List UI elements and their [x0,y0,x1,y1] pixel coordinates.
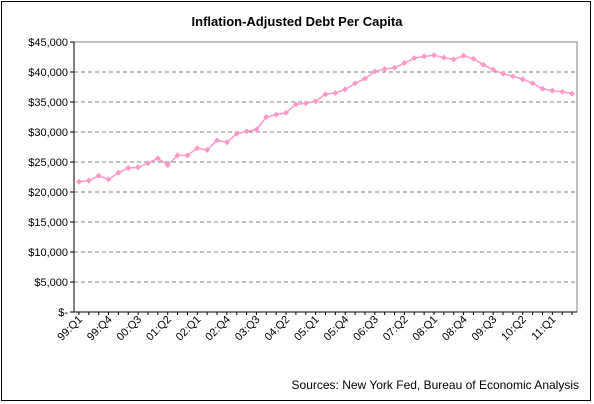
y-tick-label: $10,000 [28,247,68,259]
x-tick-label: 05:Q1 [292,314,322,344]
x-tick-label: 06:Q3 [351,314,381,344]
y-tick-label: $30,000 [28,127,68,139]
y-axis: $- $5,000 $10,000 $15,000 $20,000 $25,000 $30,… [28,37,75,319]
data-point [480,61,487,68]
data-point [283,109,290,116]
data-point [174,152,181,159]
gridlines [74,71,577,283]
data-point [371,68,378,75]
data-point [312,98,319,105]
data-point [135,164,142,171]
data-point [164,162,171,168]
data-point [204,147,211,153]
x-tick-label: 02:Q4 [203,314,233,344]
x-tick-label: 11:Q1 [529,314,558,343]
data-point [233,130,240,137]
data-point [243,128,250,135]
y-tick-label: $20,000 [28,187,68,199]
x-tick-label: 07:Q2 [381,314,411,344]
y-tick-label: $25,000 [28,157,68,169]
data-point [332,90,339,96]
data-point [569,90,576,97]
x-tick-label: 00:Q3 [115,314,145,344]
data-point [105,176,112,183]
y-tick-label: $- [58,307,68,319]
data-point [500,70,507,77]
source-note: Sources: New York Fed, Bureau of Economi… [292,378,579,392]
y-tick-label: $15,000 [28,217,68,229]
data-point [391,64,398,71]
data-point [194,145,201,152]
data-point [519,76,526,83]
data-point [460,52,467,59]
data-point [411,55,418,62]
data-point [75,178,82,185]
data-point [490,66,497,73]
plot-area-border [73,41,578,313]
x-tick-label: 01:Q2 [144,314,174,344]
data-point [223,139,230,146]
data-point [470,55,477,62]
y-tick-label: $35,000 [28,97,68,109]
data-point [361,75,368,82]
y-tick-label: $5,000 [34,277,68,289]
x-tick-label: 02:Q1 [174,314,204,344]
data-point [263,114,270,120]
data-point [342,86,349,93]
data-point [539,85,546,92]
x-axis: 99:Q1 99:Q4 00:Q3 01:Q2 02:Q1 02:Q4 03:Q3 04:Q2… [55,311,577,344]
data-point [95,172,102,179]
data-point [529,80,536,87]
data-point [509,73,516,80]
x-tick-label: 04:Q2 [262,314,292,344]
x-tick-label: 09:Q3 [470,314,500,344]
series-points [75,52,576,185]
x-tick-label: 10:Q2 [499,314,529,344]
chart-title: Inflation-Adjusted Debt Per Capita [192,14,404,29]
y-tick-label: $45,000 [28,37,68,49]
data-point [421,53,428,60]
x-tick-label: 08:Q1 [410,314,440,344]
data-point [184,152,191,159]
x-tick-label: 08:Q4 [440,314,470,344]
data-point [253,126,260,133]
y-tick-label: $40,000 [28,67,68,79]
data-point [352,80,359,87]
data-point [559,88,566,95]
data-point [115,169,122,176]
data-point [154,155,161,162]
data-point [401,60,408,66]
data-point [440,54,447,61]
x-tick-label: 05:Q4 [322,314,352,344]
series-line [78,54,573,183]
data-point [302,100,309,107]
data-point [273,111,280,118]
data-point [144,160,151,167]
data-point [450,56,457,63]
data-point [125,165,132,171]
data-point [430,52,437,59]
data-point [292,101,299,108]
data-point [85,177,92,184]
x-tick-label: 99:Q4 [85,314,115,344]
data-point [214,137,221,144]
data-point [381,66,388,72]
data-point [549,87,556,94]
x-tick-label: 03:Q3 [233,314,263,344]
data-point [322,91,329,98]
